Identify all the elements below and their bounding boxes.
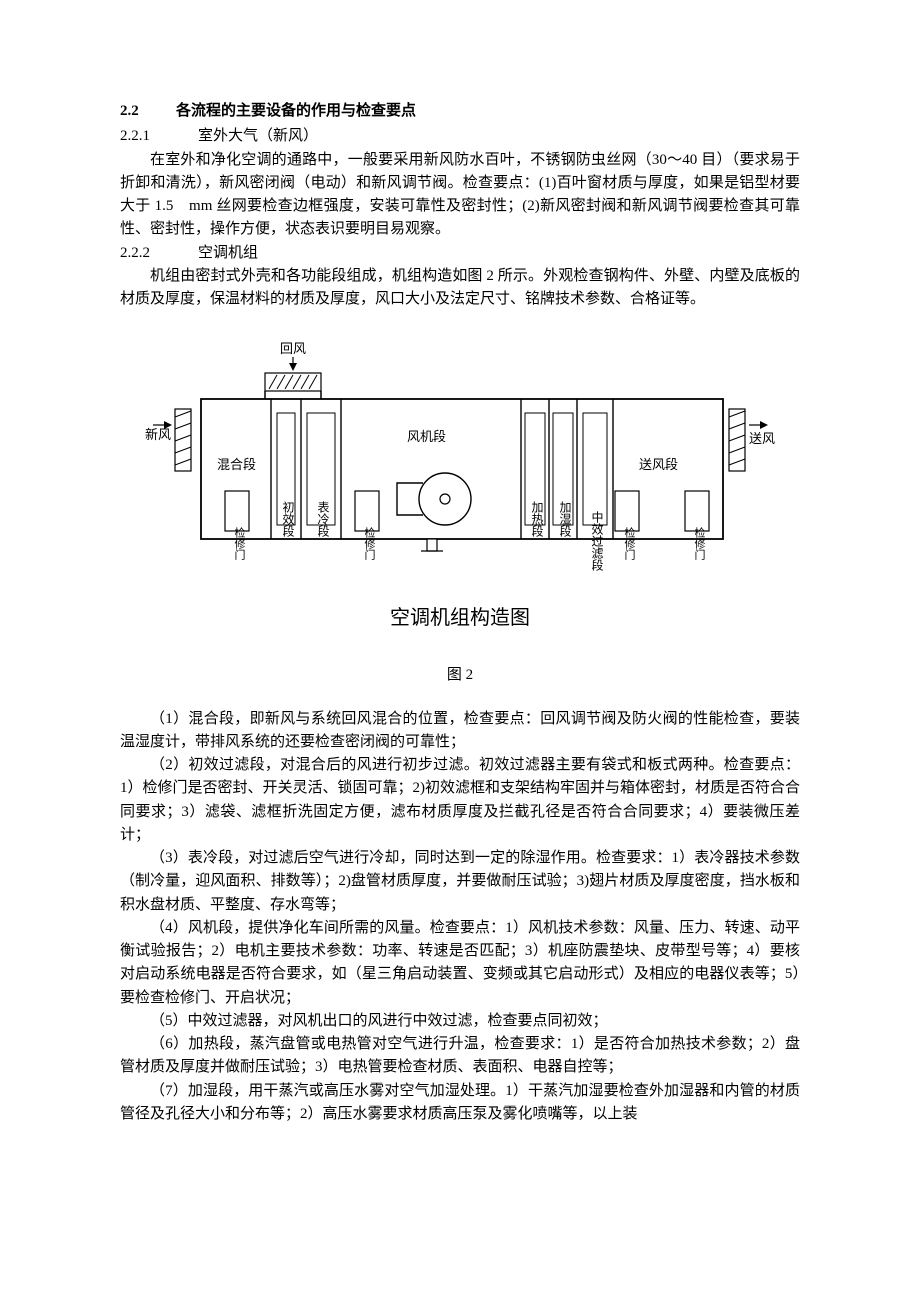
figure-caption-main: 空调机组构造图 <box>120 603 800 634</box>
label-mix: 混合段 <box>217 457 256 472</box>
label-door: 检修门 <box>363 526 376 561</box>
heading-2-2-1: 2.2.1室外大气（新风） <box>120 125 800 148</box>
heading-num: 2.2.1 <box>120 125 198 148</box>
label-mid: 中效过滤段 <box>590 510 604 572</box>
heading-text: 空调机组 <box>198 245 258 261</box>
label-cooling: 表冷段 <box>316 501 330 538</box>
label-door: 检修门 <box>623 526 636 561</box>
item-6: （6）加热段，蒸汽盘管或电热管对空气进行升温，检查要求：1）是否符合加热技术参数… <box>120 1033 800 1080</box>
heading-2-2-2: 2.2.2空调机组 <box>120 242 800 265</box>
label-supply-seg: 送风段 <box>639 457 678 472</box>
label-fan: 风机段 <box>407 429 446 444</box>
label-humid: 加湿段 <box>558 501 572 538</box>
ahu-diagram-container: 回风 新风 <box>120 339 800 589</box>
label-return-air: 回风 <box>280 341 306 356</box>
item-5: （5）中效过滤器，对风机出口的风进行中效过滤，检查要点同初效； <box>120 1010 800 1033</box>
heading-num: 2.2 <box>120 100 176 123</box>
heading-2-2: 2.2各流程的主要设备的作用与检查要点 <box>120 100 800 123</box>
heading-num: 2.2.2 <box>120 242 198 265</box>
paragraph: 机组由密封式外壳和各功能段组成，机组构造如图 2 所示。外观检查钢构件、外壁、内… <box>120 265 800 312</box>
heading-text: 各流程的主要设备的作用与检查要点 <box>176 103 416 119</box>
label-door: 检修门 <box>233 526 246 561</box>
label-heating: 加热段 <box>530 501 544 538</box>
label-primary: 初效段 <box>281 501 295 538</box>
label-door: 检修门 <box>693 526 706 561</box>
item-4: （4）风机段，提供净化车间所需的风量。检查要点：1）风机技术参数：风量、压力、转… <box>120 917 800 1010</box>
item-1: （1）混合段，即新风与系统回风混合的位置，检查要点：回风调节阀及防火阀的性能检查… <box>120 708 800 755</box>
paragraph: 在室外和净化空调的通路中，一般要采用新风防水百叶，不锈钢防虫丝网（30～40 目… <box>120 149 800 242</box>
figure-caption-sub: 图 2 <box>120 664 800 687</box>
item-3: （3）表冷段，对过滤后空气进行冷却，同时达到一定的除湿作用。检查要求：1）表冷器… <box>120 847 800 917</box>
label-fresh-air: 新风 <box>145 427 171 442</box>
ahu-diagram: 回风 新风 <box>145 339 775 589</box>
item-7: （7）加湿段，用干蒸汽或高压水雾对空气加湿处理。1）干蒸汽加湿要检查外加湿器和内… <box>120 1080 800 1127</box>
heading-text: 室外大气（新风） <box>198 128 318 144</box>
item-2: （2）初效过滤段，对混合后的风进行初步过滤。初效过滤器主要有袋式和板式两种。检查… <box>120 754 800 847</box>
label-supply-air: 送风 <box>749 431 775 446</box>
